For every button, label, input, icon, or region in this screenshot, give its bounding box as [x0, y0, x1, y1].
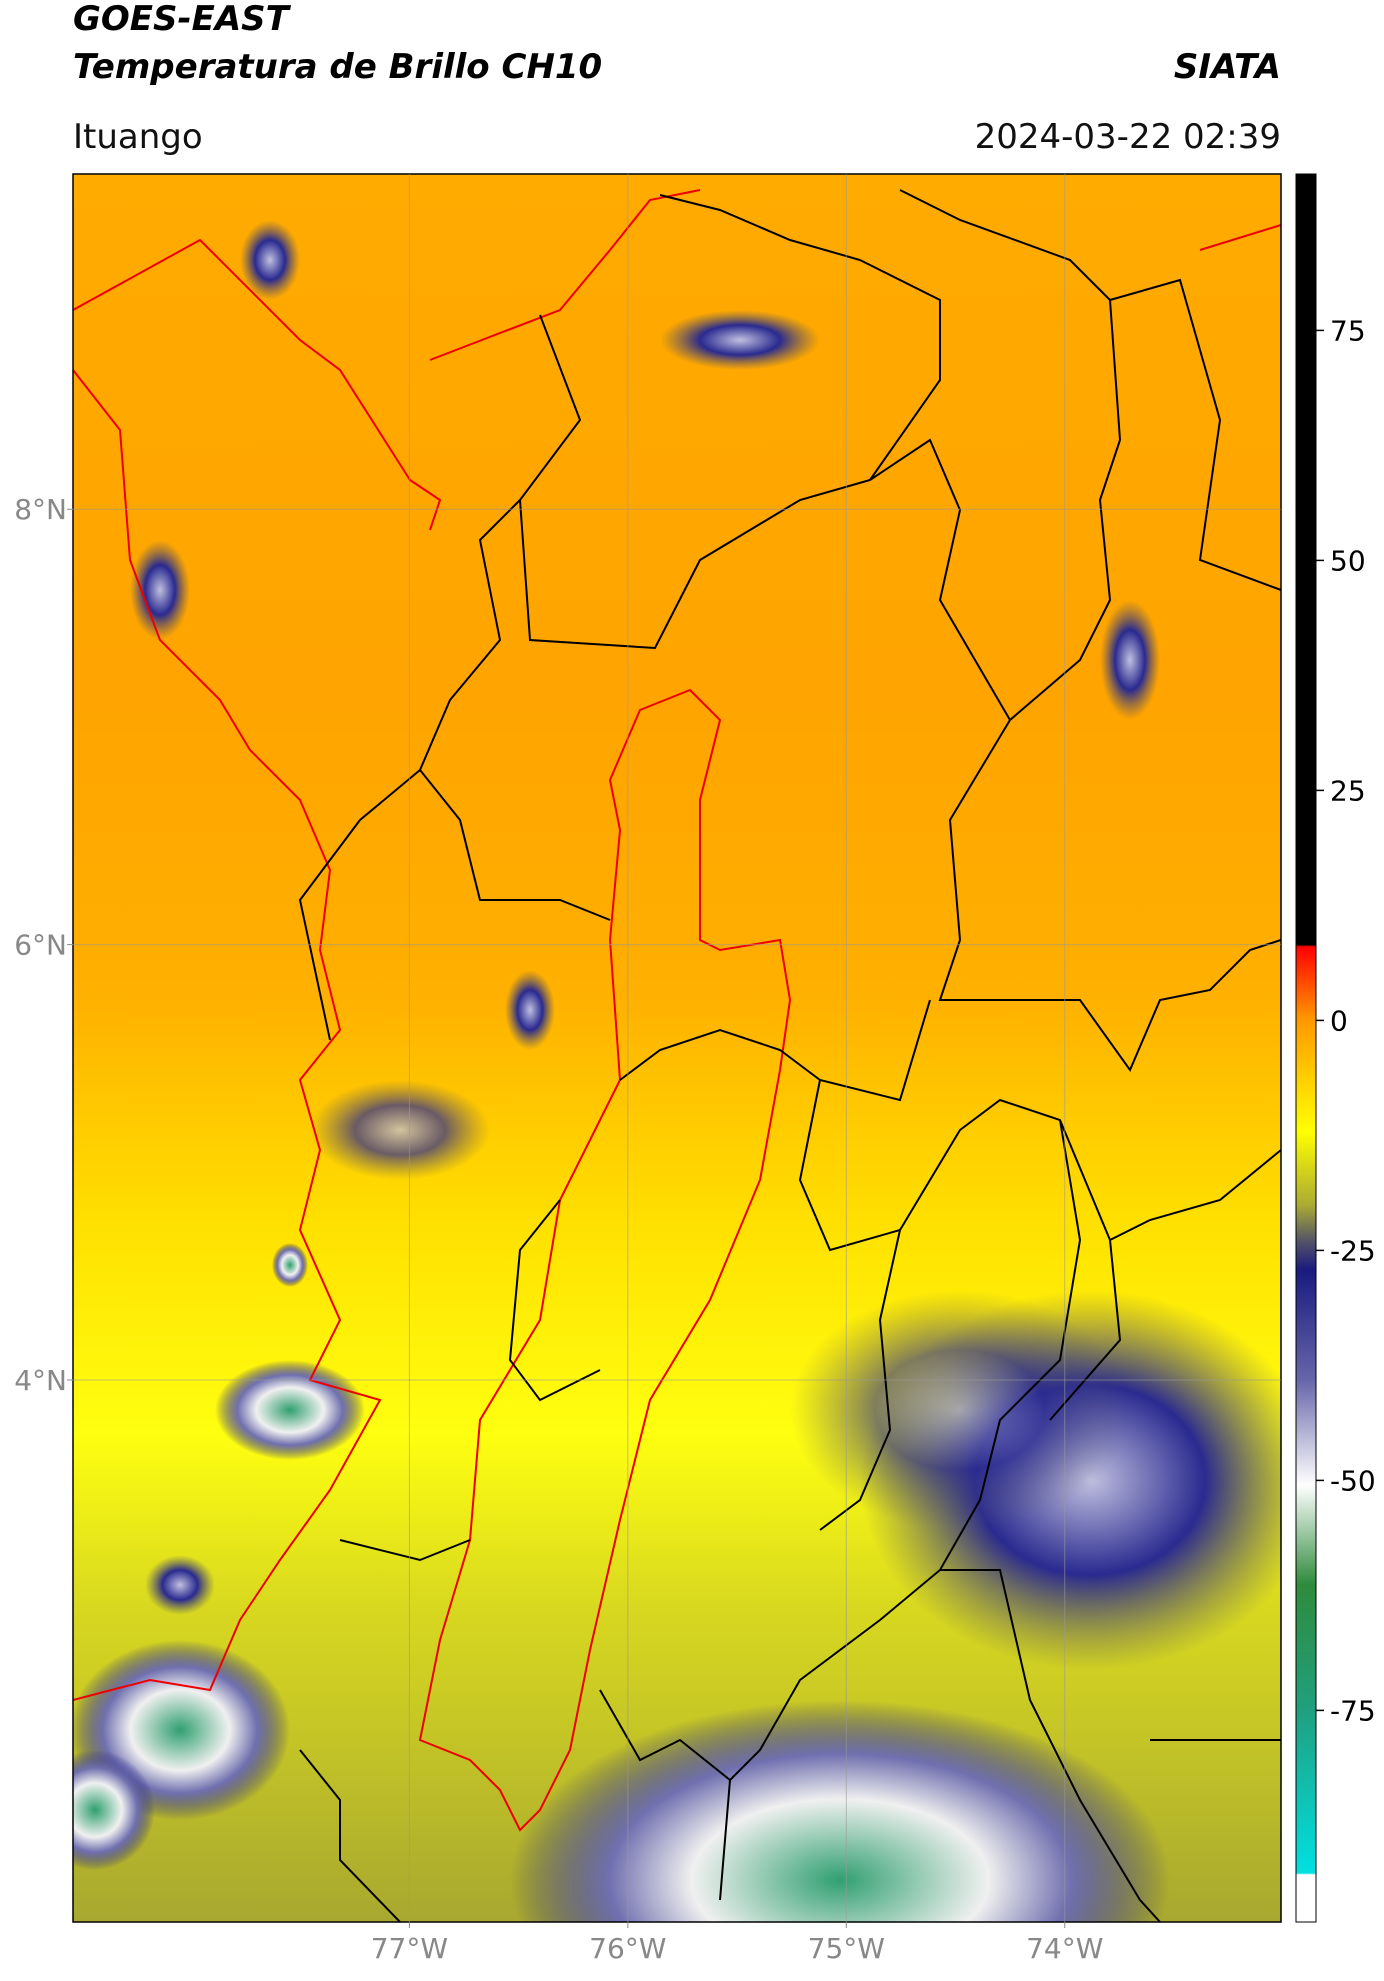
- colorbar-tick-label: 75: [1330, 314, 1366, 347]
- cloud: [1100, 600, 1160, 720]
- coastline: [73, 189, 1281, 1701]
- y-tick-label: 4°N: [14, 1364, 67, 1397]
- ituango-boundary: [418, 688, 792, 1832]
- cloud: [145, 1555, 215, 1615]
- y-tick-label: 8°N: [14, 493, 67, 526]
- x-tick-label: 74°W: [1026, 1932, 1103, 1965]
- cloud: [73, 1750, 155, 1870]
- cloud: [240, 220, 300, 300]
- subtitle: Temperatura de Brillo CH10: [73, 47, 602, 87]
- map-frame: [72, 173, 1282, 1923]
- colorbar-tick-label: 50: [1330, 544, 1366, 577]
- cloud: [510, 1700, 1170, 1922]
- x-tick-label: 77°W: [371, 1932, 448, 1965]
- cloud: [215, 1360, 365, 1460]
- cloud: [130, 540, 190, 640]
- location: Ituango: [73, 117, 203, 157]
- x-tick-label: 76°W: [589, 1932, 666, 1965]
- colorbar-tick-label: 25: [1330, 774, 1366, 807]
- colorbar-tick-label: -25: [1330, 1234, 1376, 1267]
- colorbar-tick-label: 0: [1330, 1004, 1348, 1037]
- date: 2024-03-22 02:39: [975, 117, 1281, 157]
- y-tick-label: 6°N: [14, 929, 67, 962]
- title: GOES-EAST: [73, 0, 292, 39]
- colorbar-tick-label: -75: [1330, 1694, 1376, 1727]
- admin-boundary: [298, 189, 1281, 1922]
- cloud: [505, 970, 555, 1050]
- colorbar: [1295, 173, 1317, 1923]
- brand: SIATA: [1174, 47, 1281, 87]
- cloud: [310, 1080, 490, 1180]
- x-tick-label: 75°W: [808, 1932, 885, 1965]
- colorbar-tick-label: -50: [1330, 1464, 1376, 1497]
- cloud: [660, 310, 820, 370]
- cloud: [790, 1290, 1130, 1530]
- map-image: [73, 174, 1281, 1922]
- cloud: [272, 1243, 308, 1287]
